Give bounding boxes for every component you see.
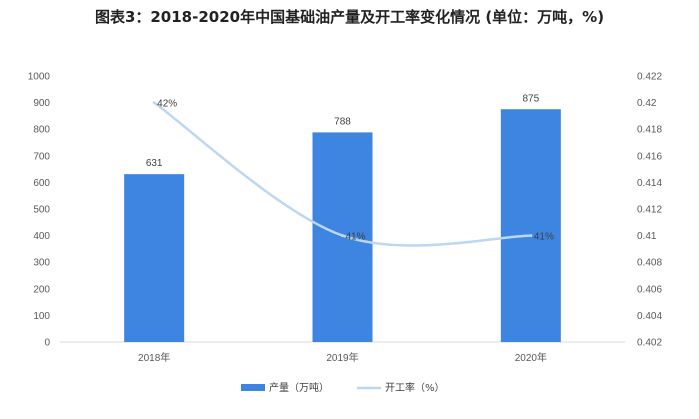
bar-data-label: 875 <box>522 93 539 104</box>
right-axis-tick-label: 0.422 <box>637 72 662 83</box>
x-axis-tick-label: 2020年 <box>515 351 547 364</box>
axes-layer: 0 100 200 300 400 500 600 700 800 900 1000 0.402 0.4… <box>28 72 663 365</box>
left-axis-tick-label: 700 <box>33 151 50 162</box>
bars-layer <box>124 109 561 342</box>
right-axis-tick-label: 0.404 <box>637 311 662 322</box>
right-axis-tick-label: 0.406 <box>637 284 662 295</box>
right-axis-tick-label: 0.418 <box>637 125 662 136</box>
bar <box>124 174 185 342</box>
legend-swatch-bar <box>241 384 265 391</box>
right-axis-tick-label: 0.41 <box>637 231 657 242</box>
bar <box>500 109 561 342</box>
right-axis-tick-label: 0.416 <box>637 151 662 162</box>
right-axis-tick-label: 0.408 <box>637 258 662 269</box>
left-axis-tick-label: 300 <box>33 258 50 269</box>
rate-data-label: 42% <box>157 99 177 110</box>
rate-data-label: 41% <box>346 232 366 243</box>
left-axis-tick-label: 0 <box>44 338 50 349</box>
left-axis-tick-label: 500 <box>33 205 50 216</box>
left-axis-tick-label: 600 <box>33 178 50 189</box>
chart-title: 图表3：2018-2020年中国基础油产量及开工率变化情况 (单位：万吨，%) <box>94 8 605 26</box>
rate-data-label: 41% <box>534 232 554 243</box>
left-axis-tick-label: 100 <box>33 311 50 322</box>
left-axis-tick-label: 200 <box>33 284 50 295</box>
left-axis-tick-label: 900 <box>33 98 50 109</box>
right-axis-tick-label: 0.412 <box>637 205 662 216</box>
x-axis-tick-label: 2019年 <box>326 351 358 364</box>
rate-point <box>152 101 156 105</box>
right-axis-tick-label: 0.402 <box>637 338 662 349</box>
right-axis-tick-label: 0.42 <box>637 98 657 109</box>
left-axis-tick-label: 1000 <box>28 72 51 83</box>
labels-layer: 631 788 875 42% 41% 41% <box>146 93 554 242</box>
left-axis-tick-label: 800 <box>33 125 50 136</box>
rate-point <box>341 234 344 238</box>
legend: 产量（万吨） 开工率（%） <box>241 381 445 394</box>
rate-point <box>529 234 533 238</box>
bar-data-label: 788 <box>334 116 351 127</box>
legend-label-bar: 产量（万吨） <box>269 381 329 394</box>
legend-label-line: 开工率（%） <box>385 381 445 394</box>
line-layer <box>152 101 533 247</box>
bar-data-label: 631 <box>146 158 163 169</box>
bar <box>312 132 373 342</box>
x-axis-tick-label: 2018年 <box>138 351 170 364</box>
right-axis-tick-label: 0.414 <box>637 178 662 189</box>
left-axis-tick-label: 400 <box>33 231 50 242</box>
